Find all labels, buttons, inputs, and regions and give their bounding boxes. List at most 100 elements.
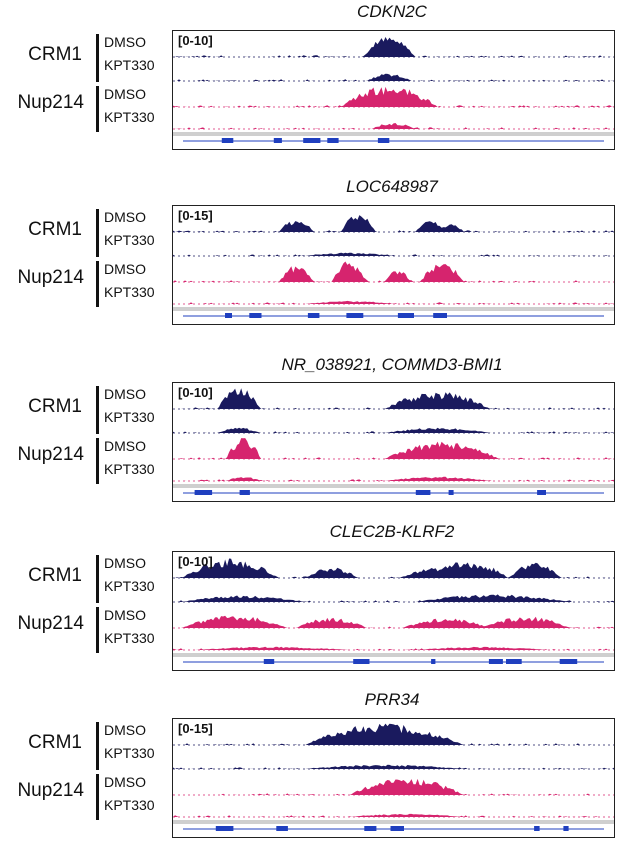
- exon-block: [327, 138, 339, 143]
- exon-block: [273, 138, 282, 143]
- crm1-group-bracket: [96, 209, 99, 257]
- condition-label: KPT330: [104, 232, 155, 248]
- nup214-group-bracket: [96, 438, 99, 484]
- nup214-group-bracket: [96, 86, 99, 132]
- condition-label: DMSO: [104, 774, 146, 790]
- exon-block: [377, 138, 390, 143]
- igv-track-box: [0-10]: [172, 551, 615, 671]
- annotation-separator: [173, 484, 614, 488]
- exon-block: [563, 826, 569, 831]
- annotation-separator: [173, 653, 614, 657]
- exon-block: [390, 826, 404, 831]
- nup214-kpt330-track: [173, 646, 614, 650]
- nup214-group-bracket: [96, 774, 99, 820]
- coverage-tracks: [173, 388, 614, 495]
- condition-label: DMSO: [104, 209, 146, 225]
- crm1-group-bracket: [96, 34, 99, 82]
- annotation-separator: [173, 132, 614, 136]
- coverage-tracks: [173, 558, 614, 664]
- annotation-separator: [173, 307, 614, 311]
- gene-title: NR_038921, COMMD3-BMI1: [281, 355, 503, 374]
- exon-block: [239, 490, 250, 495]
- crm1-group-bracket: [96, 722, 99, 770]
- exon-block: [397, 313, 414, 318]
- row-label-crm1: CRM1: [28, 44, 82, 65]
- exon-block: [534, 826, 540, 831]
- condition-label: DMSO: [104, 34, 146, 50]
- track-range-label: [0-15]: [178, 208, 213, 223]
- gene-title: PRR34: [364, 690, 420, 709]
- coverage-tracks: [173, 215, 614, 318]
- nup214-kpt330-track: [173, 813, 614, 817]
- exon-block: [303, 138, 321, 143]
- nup214-kpt330-track: [173, 476, 614, 481]
- exon-block: [224, 138, 234, 143]
- exon-block: [346, 313, 364, 318]
- condition-label: DMSO: [104, 722, 146, 738]
- crm1-dmso-track: [173, 723, 614, 745]
- row-label-crm1: CRM1: [28, 396, 82, 417]
- nup214-dmso-track: [173, 778, 614, 795]
- crm1-dmso-track: [173, 215, 614, 232]
- exon-block: [215, 826, 234, 831]
- nup214-group-bracket: [96, 607, 99, 653]
- igv-track-box: [0-10]: [172, 30, 615, 150]
- condition-label: KPT330: [104, 57, 155, 73]
- row-label-nup214: Nup214: [17, 613, 84, 634]
- nup214-dmso-track: [173, 261, 614, 282]
- igv-track-box: [0-10]: [172, 382, 615, 502]
- exon-block: [276, 826, 288, 831]
- igv-track-box: [0-15]: [172, 205, 615, 325]
- track-range-label: [0-10]: [178, 385, 213, 400]
- crm1-dmso-track: [173, 388, 614, 409]
- crm1-dmso-track: [173, 37, 614, 57]
- exon-block: [537, 490, 546, 495]
- exon-block: [194, 490, 213, 495]
- crm1-kpt330-track: [173, 73, 614, 81]
- crm1-kpt330-track: [173, 594, 614, 602]
- gene-title: LOC648987: [346, 177, 438, 196]
- row-label-nup214: Nup214: [17, 267, 84, 288]
- crm1-group-bracket: [96, 555, 99, 603]
- condition-label: DMSO: [104, 607, 146, 623]
- track-range-label: [0-10]: [178, 554, 213, 569]
- condition-label: KPT330: [104, 461, 155, 477]
- exon-block: [415, 490, 431, 495]
- condition-label: DMSO: [104, 86, 146, 102]
- row-label-nup214: Nup214: [17, 92, 84, 113]
- gene-title: CLEC2B-KLRF2: [329, 522, 455, 541]
- condition-label: KPT330: [104, 409, 155, 425]
- row-label-crm1: CRM1: [28, 565, 82, 586]
- exon-block: [448, 490, 454, 495]
- nup214-kpt330-track: [173, 300, 614, 304]
- exon-block: [263, 659, 275, 664]
- condition-label: KPT330: [104, 745, 155, 761]
- condition-label: KPT330: [104, 630, 155, 646]
- exon-block: [433, 313, 447, 318]
- crm1-kpt330-track: [173, 252, 614, 256]
- exon-block: [431, 659, 436, 664]
- exon-block: [506, 659, 522, 664]
- row-label-crm1: CRM1: [28, 732, 82, 753]
- crm1-group-bracket: [96, 386, 99, 434]
- condition-label: DMSO: [104, 386, 146, 402]
- condition-label: KPT330: [104, 109, 155, 125]
- coverage-tracks: [173, 37, 614, 143]
- condition-label: DMSO: [104, 438, 146, 454]
- exon-block: [559, 659, 578, 664]
- exon-block: [488, 659, 503, 664]
- condition-label: KPT330: [104, 797, 155, 813]
- track-range-label: [0-15]: [178, 721, 213, 736]
- row-label-nup214: Nup214: [17, 444, 84, 465]
- nup214-dmso-track: [173, 438, 614, 459]
- nup214-group-bracket: [96, 261, 99, 307]
- track-range-label: [0-10]: [178, 33, 213, 48]
- crm1-dmso-track: [173, 558, 614, 578]
- nup214-kpt330-track: [173, 123, 614, 129]
- crm1-kpt330-track: [173, 427, 614, 433]
- condition-label: DMSO: [104, 261, 146, 277]
- gene-title: CDKN2C: [357, 2, 427, 21]
- annotation-separator: [173, 820, 614, 824]
- coverage-tracks: [173, 723, 614, 831]
- condition-label: KPT330: [104, 578, 155, 594]
